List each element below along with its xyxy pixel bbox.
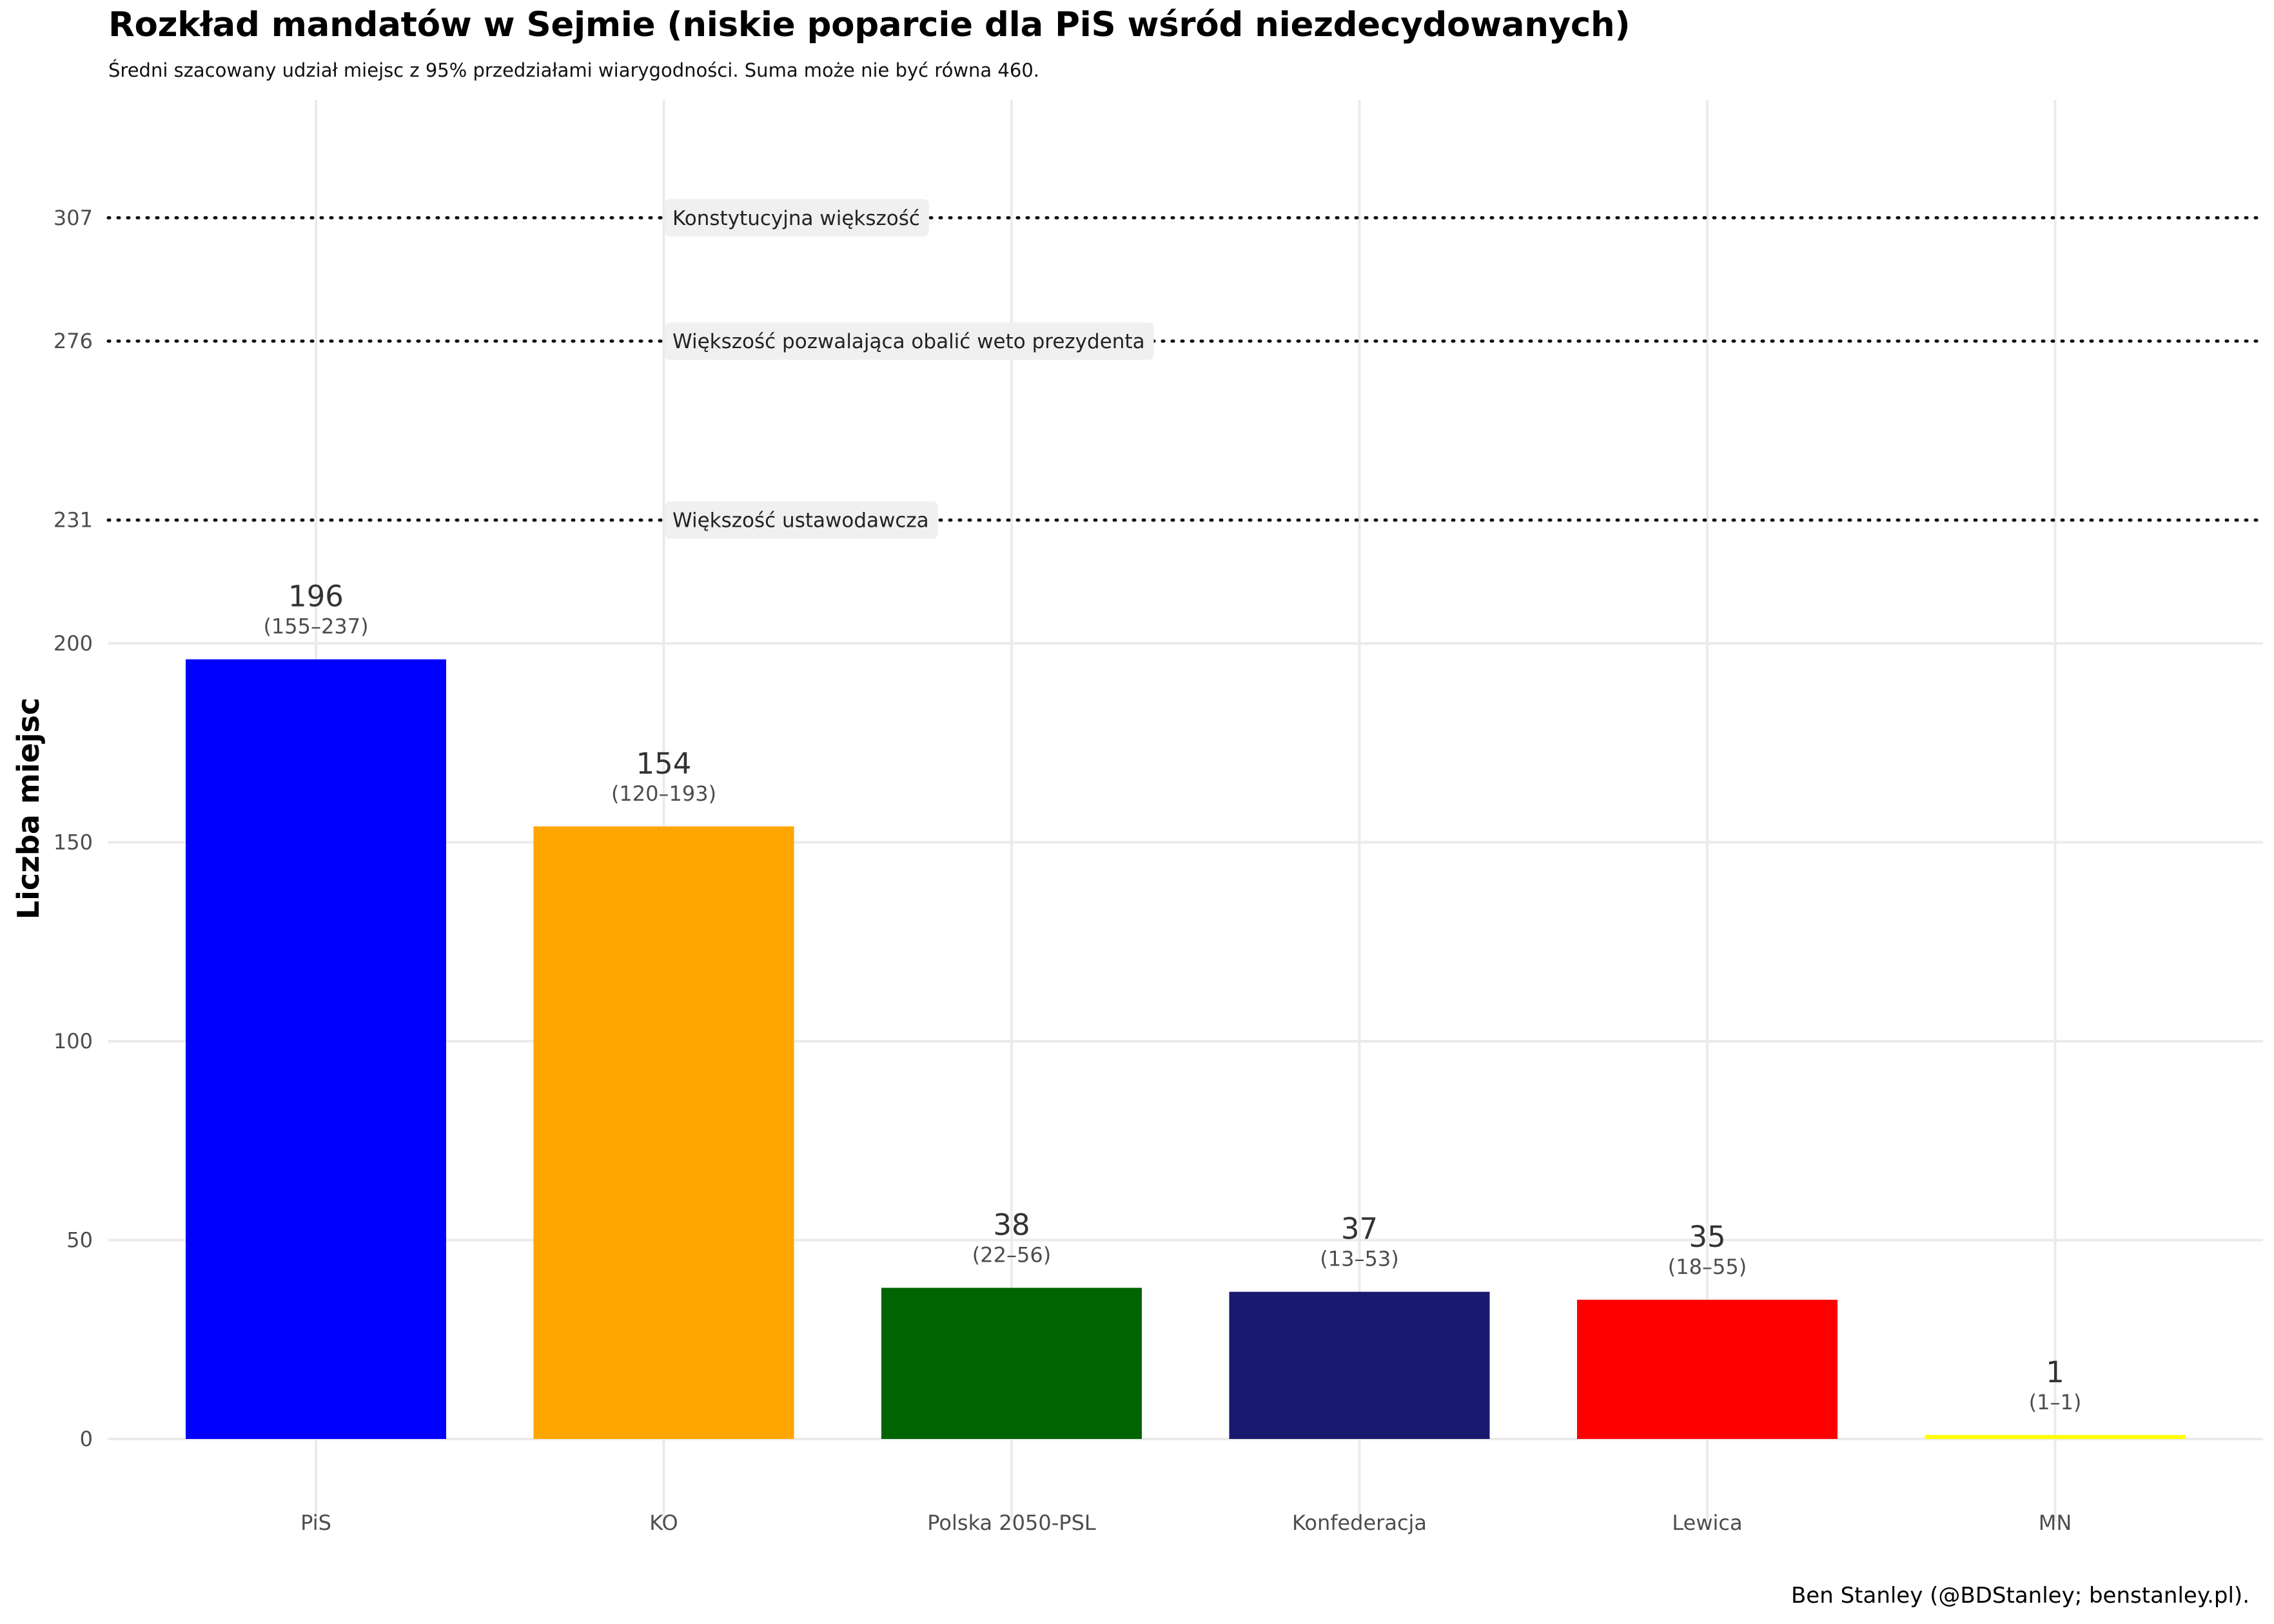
bars [186,659,2186,1440]
data-label-value: 1 [2046,1355,2064,1389]
data-label-value: 38 [993,1208,1030,1242]
x-tick-label: PiS [300,1511,331,1535]
data-label-interval: (18–55) [1668,1255,1747,1279]
data-label-value: 37 [1341,1212,1378,1246]
reference-line-label-box [665,199,929,237]
y-tick-label: 50 [66,1228,93,1253]
data-label-value: 196 [288,580,344,614]
y-tick-label: 231 [54,508,93,533]
reference-lines: Konstytucyjna większość Większość pozwala… [106,199,2265,539]
bar [533,826,794,1439]
x-tick-label: Lewica [1672,1511,1742,1535]
y-tick-label: 0 [80,1427,93,1451]
reference-line-label-box [665,501,938,539]
data-label-interval: (155–237) [263,614,368,639]
bar [1577,1300,1838,1439]
y-tick-label: 276 [54,329,93,353]
bar [1925,1434,2186,1439]
gridlines [108,100,2263,1521]
y-tick-label: 150 [54,830,93,855]
reference-line-label-box [665,322,1154,360]
caption: Ben Stanley (@BDStanley; benstanley.pl). [1790,1583,2249,1609]
x-tick-label: Polska 2050-PSL [927,1511,1096,1535]
bar [186,659,446,1440]
y-tick-label: 100 [54,1029,93,1053]
y-tick-label: 200 [54,631,93,656]
x-tick-label: Konfederacja [1292,1511,1427,1535]
x-tick-label: KO [649,1511,678,1535]
x-tick-label: MN [2039,1511,2072,1535]
data-label-value: 154 [636,747,692,781]
reference-line-label: Konstytucyjna większość [672,207,920,230]
data-label-interval: (13–53) [1320,1247,1398,1271]
data-label-value: 35 [1689,1220,1725,1254]
chart-subtitle: Średni szacowany udział miejsc z 95% prz… [108,59,1039,81]
y-tick-label: 307 [54,206,93,230]
data-label-interval: (1–1) [2029,1390,2082,1414]
value-labels: 196(155–237) 154(120–193) 38(22–56) 37(13–5… [263,580,2081,1414]
y-tick-labels: 0 50 100 150 200 231 276 307 [54,206,93,1451]
bar [881,1287,1142,1439]
reference-line-label: Większość ustawodawcza [672,509,929,533]
data-label-interval: (22–56) [972,1243,1051,1267]
bar [1229,1291,1490,1439]
chart-title: Rozkład mandatów w Sejmie (niskie poparc… [108,5,1631,44]
x-tick-labels: PiS KO Polska 2050-PSL Konfederacja Lewica MN [300,1511,2072,1535]
reference-line-label: Większość pozwalająca obalić weto prezyd… [672,330,1145,353]
data-label-interval: (120–193) [611,781,716,806]
